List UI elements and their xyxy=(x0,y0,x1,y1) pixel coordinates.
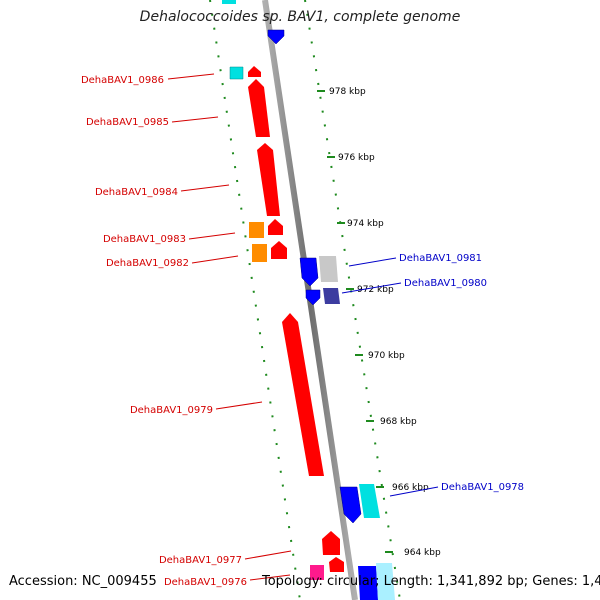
gene-blue-0981[interactable] xyxy=(299,257,319,287)
topology-text: Topology: circular; Length: 1,341,892 bp… xyxy=(262,574,600,589)
scale-label-974: 974 kbp xyxy=(347,219,384,229)
leader-line-0979 xyxy=(215,401,263,410)
accession-text: Accession: NC_009455 xyxy=(9,574,157,589)
scale-label-970: 970 kbp xyxy=(368,351,405,361)
gene-blue-0980[interactable] xyxy=(305,289,321,306)
gene-blue-bottom[interactable] xyxy=(358,566,378,600)
gene-label-0978[interactable]: DehaBAV1_0978 xyxy=(441,482,524,493)
gene-gray-0981[interactable] xyxy=(319,256,338,282)
gene-label-0982[interactable]: DehaBAV1_0982 xyxy=(106,258,189,269)
gene-cyan-0978[interactable] xyxy=(359,484,380,518)
gene-blue-0978[interactable] xyxy=(339,486,362,524)
gene-label-0976[interactable]: DehaBAV1_0976 xyxy=(164,577,247,588)
gene-label-0986[interactable]: DehaBAV1_0986 xyxy=(81,75,164,86)
scale-label-978: 978 kbp xyxy=(329,87,366,97)
gene-label-0981[interactable]: DehaBAV1_0981 xyxy=(399,253,482,264)
gene-purple-0980[interactable] xyxy=(323,288,340,304)
gene-label-0979[interactable]: DehaBAV1_0979 xyxy=(130,405,213,416)
scale-label-972: 972 kbp xyxy=(357,285,394,295)
gene-cyan-small[interactable] xyxy=(229,66,244,80)
gene-red-0984[interactable] xyxy=(257,143,280,216)
leader-line-0980 xyxy=(341,282,402,294)
scale-label-976: 976 kbp xyxy=(338,153,375,163)
gene-red-0982[interactable] xyxy=(271,241,287,259)
ruler-guide-left xyxy=(209,0,301,600)
gene-label-0984[interactable]: DehaBAV1_0984 xyxy=(95,187,178,198)
gene-label-0985[interactable]: DehaBAV1_0985 xyxy=(86,117,169,128)
leader-line-0984 xyxy=(180,184,230,192)
scale-label-964: 964 kbp xyxy=(404,548,441,558)
leader-line-0983 xyxy=(188,232,236,240)
gene-label-0980[interactable]: DehaBAV1_0980 xyxy=(404,278,487,289)
gene-red-0977[interactable] xyxy=(322,531,340,555)
gene-red-0979[interactable] xyxy=(282,313,324,476)
leader-line-0977 xyxy=(244,550,292,560)
gene-red-0985[interactable] xyxy=(248,79,270,137)
gene-red-0986[interactable] xyxy=(248,66,261,77)
scale-label-966: 966 kbp xyxy=(392,483,429,493)
gene-red-0977b[interactable] xyxy=(329,557,344,572)
scale-label-968: 968 kbp xyxy=(380,417,417,427)
gene-top-blue[interactable] xyxy=(267,29,285,45)
leader-line-0986 xyxy=(167,73,215,80)
gene-label-0983[interactable]: DehaBAV1_0983 xyxy=(103,234,186,245)
gene-orange-0982[interactable] xyxy=(252,244,267,262)
leader-line-0976 xyxy=(249,574,291,581)
leader-line-0985 xyxy=(171,116,219,123)
gene-red-0983[interactable] xyxy=(268,219,283,235)
leader-line-0982 xyxy=(191,255,239,264)
gene-top-cyan[interactable] xyxy=(222,0,236,4)
gene-pink-0976[interactable] xyxy=(310,565,324,580)
leader-line-0978 xyxy=(389,486,439,497)
map-title: Dehalococcoides sp. BAV1, complete genom… xyxy=(139,9,461,25)
gene-orange-0983[interactable] xyxy=(249,222,264,238)
gene-label-0977[interactable]: DehaBAV1_0977 xyxy=(159,555,242,566)
gene-cyan-bottom[interactable] xyxy=(376,563,395,600)
leader-line-0981 xyxy=(348,257,397,267)
